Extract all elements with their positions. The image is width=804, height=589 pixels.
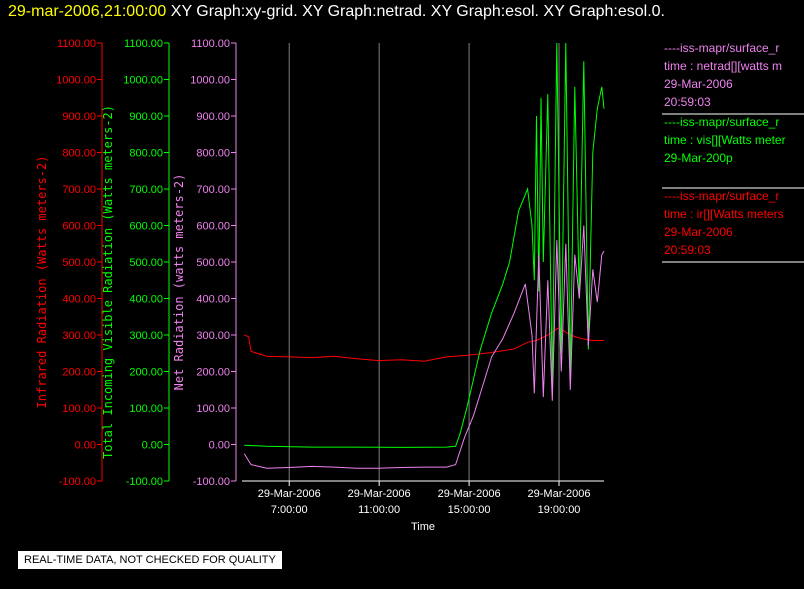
legend-entry-line: ----iss-mapr/surface_r — [664, 115, 779, 129]
x-tick-label-date: 29-Mar-2006 — [258, 488, 321, 500]
y-tick-label: 800.00 — [129, 148, 163, 160]
series-line-vis — [244, 42, 605, 448]
y-tick-label: 1000.00 — [56, 75, 96, 87]
series-line-netrad — [243, 225, 605, 469]
y-tick-label: 600.00 — [196, 221, 230, 233]
x-tick-label-date: 29-Mar-2006 — [348, 488, 411, 500]
y-tick-label: 1100.00 — [124, 38, 163, 50]
y-tick-label: 800.00 — [196, 148, 230, 160]
legend-entry-line: time : netrad[][watts m — [664, 59, 782, 73]
grid-lines — [288, 43, 560, 481]
y-tick-label: 800.00 — [62, 148, 96, 160]
y-axis-title-1: Infrared Radiation (Watts meters-2) — [35, 156, 49, 409]
y-tick-label: 1000.00 — [190, 75, 230, 87]
y-tick-label: 100.00 — [129, 403, 163, 415]
title-timestamp: 29-mar-2006,21:00:00 — [8, 3, 167, 20]
y-tick-label: 0.00 — [75, 440, 96, 452]
x-tick-label-time: 15:00:00 — [448, 504, 491, 516]
y-tick-label: -100.00 — [193, 476, 230, 488]
legend-entry-line: ----iss-mapr/surface_r — [664, 41, 779, 55]
y-tick-label: 1000.00 — [123, 75, 163, 87]
y-axes: -100.00 0.00 100.00 200.00 300.00 400.00 500.0… — [35, 38, 237, 488]
data-series — [243, 42, 605, 469]
y-tick-label: 500.00 — [196, 257, 230, 269]
y-tick-label: 700.00 — [196, 184, 230, 196]
legend-entry-line: 29-Mar-200p — [664, 151, 733, 165]
y-tick-label: 400.00 — [196, 294, 230, 306]
quality-notice: REAL-TIME DATA, NOT CHECKED FOR QUALITY — [18, 551, 282, 569]
legend-entry-line: 29-Mar-2006 — [664, 77, 733, 91]
window-title: 29-mar-2006,21:00:00 XY Graph:xy-grid. X… — [8, 3, 665, 21]
y-axis-title-2: Total Incoming Visible Radiation (Watts … — [101, 105, 115, 459]
legend-entry-line: 29-Mar-2006 — [664, 225, 733, 239]
y-tick-label: 700.00 — [62, 184, 96, 196]
legend-entry-line: time : vis[][Watts meter — [664, 133, 786, 147]
x-tick-label-date: 29-Mar-2006 — [528, 488, 591, 500]
y-tick-label: 600.00 — [62, 221, 96, 233]
y-tick-label: 300.00 — [129, 330, 163, 342]
y-tick-label: 900.00 — [129, 111, 163, 123]
y-tick-label: 500.00 — [129, 257, 163, 269]
x-tick-label-date: 29-Mar-2006 — [438, 488, 501, 500]
y-tick-label: 300.00 — [196, 330, 230, 342]
y-tick-label: 0.00 — [142, 440, 163, 452]
y-tick-label: 400.00 — [62, 294, 96, 306]
legend-entry-line: 20:59:03 — [664, 95, 711, 109]
x-tick-label-time: 11:00:00 — [358, 504, 400, 516]
title-graph-list: XY Graph:xy-grid. XY Graph:netrad. XY Gr… — [170, 3, 665, 20]
y-tick-label: 1100.00 — [191, 38, 230, 50]
y-tick-label: 200.00 — [196, 367, 230, 379]
legend-entry-line: ----iss-mapr/surface_r — [664, 189, 779, 203]
x-axis-label: Time — [411, 521, 435, 533]
legend-entry-line: time : ir[][Watts meters — [664, 207, 784, 221]
y-axis-title-3: Net Radiation (watts meters-2) — [172, 174, 186, 391]
x-tick-label-time: 7:00:00 — [271, 504, 308, 516]
x-tick-label-time: 19:00:00 — [538, 504, 581, 516]
legend-entry-line: 20:59:03 — [664, 243, 711, 257]
y-tick-label: 600.00 — [129, 221, 163, 233]
y-tick-label: 400.00 — [129, 294, 163, 306]
y-tick-label: 700.00 — [129, 184, 163, 196]
y-tick-label: 200.00 — [62, 367, 96, 379]
y-tick-label: 0.00 — [209, 440, 230, 452]
y-tick-label: -100.00 — [59, 476, 96, 488]
y-tick-label: 100.00 — [196, 403, 230, 415]
x-axis: Time 29-Mar-2006 7:00:00 29-Mar-2006 11:00:… — [242, 480, 604, 533]
y-tick-label: 1100.00 — [57, 38, 96, 50]
y-tick-label: 900.00 — [62, 111, 96, 123]
y-tick-label: 100.00 — [62, 403, 96, 415]
y-tick-label: 900.00 — [196, 111, 230, 123]
y-tick-label: 200.00 — [129, 367, 163, 379]
y-tick-label: 300.00 — [62, 330, 96, 342]
y-tick-label: 500.00 — [62, 257, 96, 269]
y-tick-label: -100.00 — [126, 476, 163, 488]
